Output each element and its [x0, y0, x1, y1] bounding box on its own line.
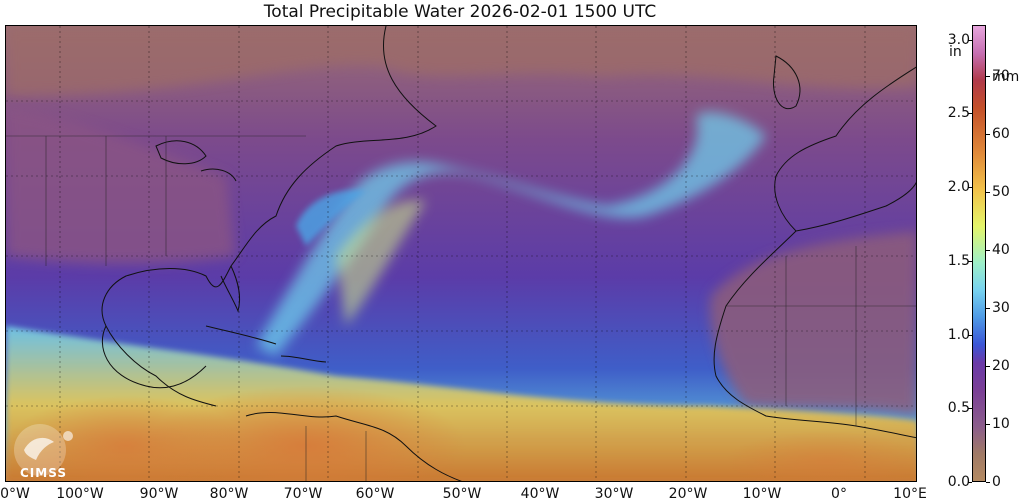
colorbar-mm-tick: 20: [992, 357, 1010, 374]
colorbar-inch-tickmark: [968, 187, 972, 189]
x-tick-label: 40°W: [520, 486, 560, 502]
colorbar-mm-tick: 40: [992, 241, 1010, 258]
x-tick-label: 30°W: [594, 486, 634, 502]
cimss-logo-text: CIMSS: [20, 466, 67, 480]
x-tick-label: 0°: [831, 486, 847, 502]
colorbar-mm-tickmark: [986, 482, 990, 483]
x-tick-label: 60°W: [355, 486, 395, 502]
colorbar-right-unit: mm: [992, 69, 1020, 85]
colorbar-mm-tick: 60: [992, 125, 1010, 142]
x-tick-label: 10°W: [742, 486, 782, 502]
colorbar-left-unit: in: [949, 44, 962, 60]
colorbar-mm-tickmark: [986, 423, 990, 425]
colorbar-mm-tickmark: [986, 365, 990, 367]
x-tick-label: 70°W: [283, 486, 323, 502]
colorbar-inch-tick: 0.0: [947, 474, 970, 490]
colorbar-inch-tick: 2.0: [947, 179, 970, 196]
x-tick-label: 0°W: [0, 486, 30, 502]
x-tick-label: 20°W: [668, 486, 708, 502]
precipitable-water-map: [5, 25, 917, 482]
colorbar-inch-tick: 1.5: [947, 252, 970, 269]
colorbar-mm-tickmark: [986, 307, 990, 309]
colorbar-inch-tick: 0.5: [947, 400, 970, 417]
colorbar-inch-tickmark: [968, 482, 972, 483]
x-tick-label: 50°W: [442, 486, 482, 502]
colorbar-inch-tick: 2.5: [947, 105, 970, 122]
map-title: Total Precipitable Water 2026-02-01 1500…: [263, 2, 657, 22]
colorbar: [972, 25, 986, 482]
x-tick-label: 90°W: [139, 486, 179, 502]
colorbar-inch-tickmark: [968, 260, 972, 262]
colorbar-mm-tickmark: [986, 191, 990, 193]
colorbar-mm-tick: 30: [992, 299, 1010, 316]
colorbar-inch-tickmark: [968, 39, 972, 41]
colorbar-mm-tickmark: [986, 75, 990, 77]
colorbar-inch-tick: 3.0: [947, 31, 970, 48]
colorbar-inch-tickmark: [968, 408, 972, 410]
x-tick-label: 100°W: [56, 486, 104, 502]
colorbar-inch-tickmark: [968, 334, 972, 336]
x-tick-label: 10°E: [893, 486, 927, 502]
colorbar-mm-tickmark: [986, 249, 990, 251]
colorbar-mm-tick: 0: [992, 474, 1001, 490]
colorbar-mm-tick: 50: [992, 183, 1010, 200]
colorbar-mm-tick: 10: [992, 415, 1010, 432]
colorbar-inch-tick: 1.0: [947, 326, 970, 343]
x-tick-label: 80°W: [209, 486, 249, 502]
cimss-logo: [10, 420, 90, 480]
colorbar-mm-tickmark: [986, 133, 990, 135]
colorbar-mm-tick: 70: [992, 67, 1010, 84]
colorbar-inch-tickmark: [968, 113, 972, 115]
